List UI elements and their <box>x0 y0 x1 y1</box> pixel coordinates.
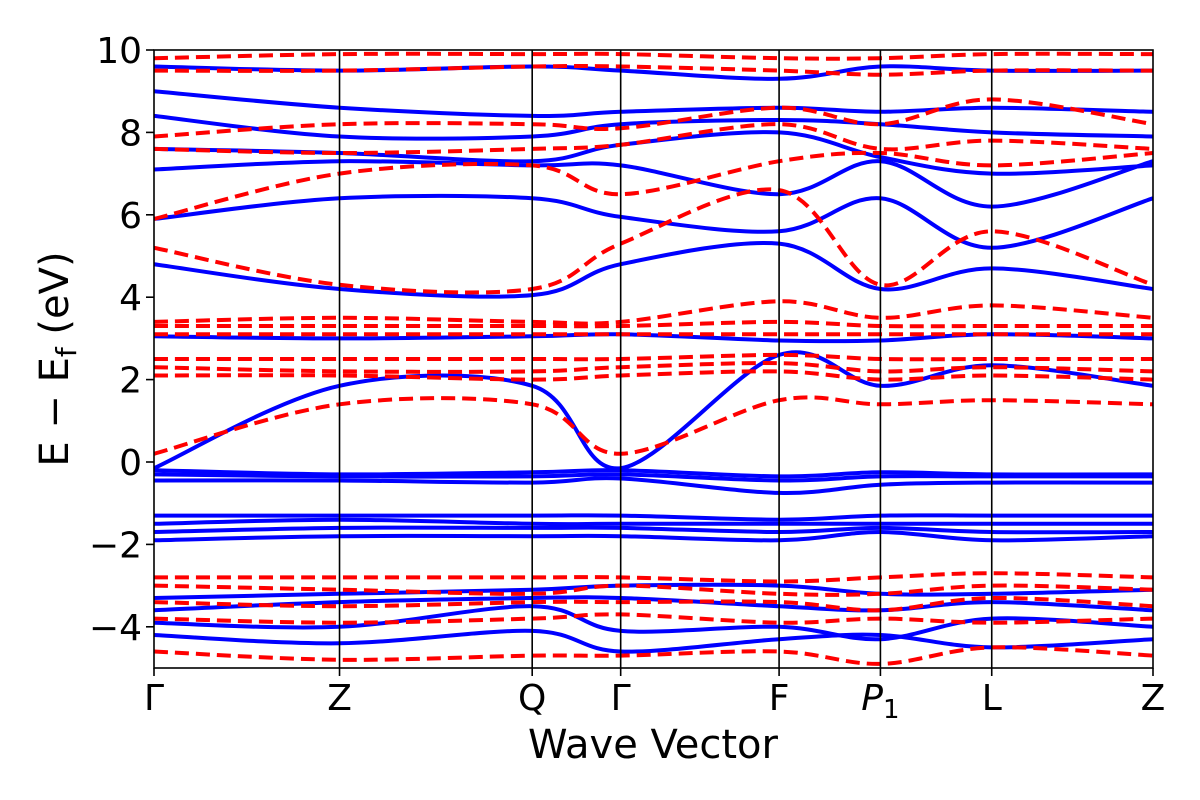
y-tick-label: −4 <box>89 608 142 649</box>
dashed-band-line <box>154 299 1153 326</box>
dashed-band-line <box>154 352 1153 362</box>
y-axis-ticks: 10 8 6 4 2 0 −2 −4 <box>89 31 154 649</box>
x-tick-label: Z <box>1141 678 1166 719</box>
y-tick-label: −2 <box>89 525 142 566</box>
y-tick-label: 8 <box>119 113 142 154</box>
y-tick-label: 10 <box>96 31 142 72</box>
y-tick-label: 6 <box>119 196 142 237</box>
dashed-band-line <box>154 612 1153 625</box>
x-tick-label: Γ <box>144 678 164 719</box>
y-axis-title-main: E − E <box>32 357 78 467</box>
dashed-band-line <box>154 97 1153 139</box>
dashed-band-line <box>154 187 1153 295</box>
x-tick-label: P1 <box>861 678 899 725</box>
x-tick-label: Q <box>518 678 546 719</box>
x-axis-title: Wave Vector <box>528 722 779 768</box>
y-tick-label: 2 <box>119 361 142 402</box>
dashed-band-line <box>154 122 1153 155</box>
dashed-band-line <box>154 571 1153 584</box>
y-axis-title-subscript: f <box>50 346 83 357</box>
x-tick-label: Z <box>327 678 352 719</box>
y-axis-title: E − Ef (eV) <box>32 251 83 466</box>
kpoint-divider-lines <box>338 50 993 668</box>
dashed-band-line <box>154 645 1153 666</box>
x-tick-label: L <box>982 678 1002 719</box>
dashed-band-line <box>154 319 1153 329</box>
dashed-band-line <box>154 51 1153 61</box>
y-tick-label: 4 <box>119 278 142 319</box>
x-tick-label: Γ <box>611 678 631 719</box>
dashed-band-line <box>154 595 1153 613</box>
dashed-band-line <box>154 395 1153 456</box>
x-axis-ticks: Γ Z Q Γ F P1 L Z <box>144 668 1165 725</box>
dashed-band-line <box>154 583 1153 597</box>
dashed-band-line <box>154 361 1153 374</box>
dashed-band-line <box>154 369 1153 382</box>
y-tick-label: 0 <box>119 443 142 484</box>
plot-frame <box>153 49 1154 669</box>
y-axis-title-unit: (eV) <box>32 251 78 347</box>
x-tick-label: F <box>769 678 790 719</box>
dashed-band-line <box>154 63 1153 77</box>
